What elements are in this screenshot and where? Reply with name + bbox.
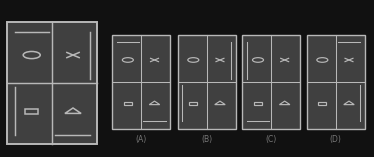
Bar	[178, 35, 236, 129]
Text: (A): (A)	[135, 135, 147, 144]
Bar	[307, 35, 365, 129]
Bar	[189, 102, 197, 105]
Bar	[318, 102, 327, 105]
Bar	[124, 102, 132, 105]
Bar	[242, 35, 300, 129]
Bar	[7, 22, 97, 144]
Bar	[254, 102, 262, 105]
Text: (B): (B)	[201, 135, 212, 144]
Text: (C): (C)	[266, 135, 277, 144]
Bar	[25, 109, 38, 114]
Text: (D): (D)	[330, 135, 341, 144]
Bar	[112, 35, 170, 129]
